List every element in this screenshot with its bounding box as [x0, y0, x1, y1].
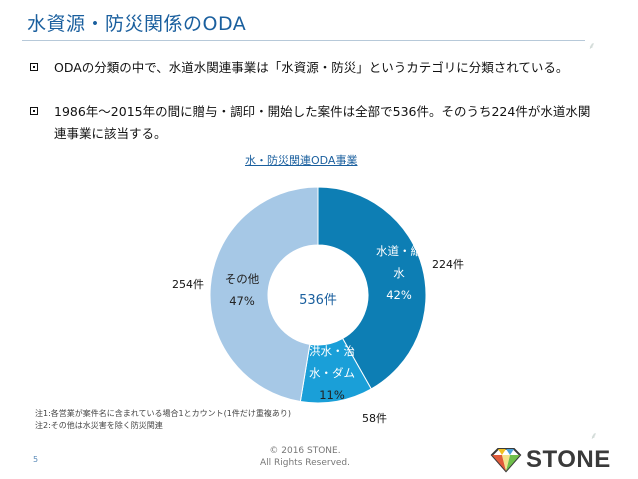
bullet-item: 1986年〜2015年の間に贈与・調印・開始した案件は全部で536件。そのうち2… [30, 101, 600, 145]
slide-title: 水資源・防災関係のODA [27, 13, 247, 35]
checkbox-bullet-icon [30, 63, 38, 71]
checkbox-bullet-icon [30, 107, 38, 115]
slice-count: 224件 [432, 258, 464, 271]
slice-label-line: 水道・給 [376, 244, 422, 258]
footnote: 注1:各営業が案件名に含まれている場合1とカウント(1件だけ重複あり) [35, 409, 291, 418]
copyright-line: All Rights Reserved. [259, 458, 351, 468]
diamond-icon [490, 448, 522, 473]
slice-label-flood-control: 洪水・治 水・ダム [302, 340, 362, 384]
slice-label-line: 洪水・治 [309, 344, 355, 358]
bullet-item: ODAの分類の中で、水道水関連事業は「水資源・防災」というカテゴリに分類されてい… [30, 57, 600, 79]
bullet-text: ODAの分類の中で、水道水関連事業は「水資源・防災」というカテゴリに分類されてい… [54, 60, 569, 75]
page-number: 5 [33, 455, 39, 464]
slice-label-line: 水・ダム [309, 366, 355, 380]
donut-center-total: 536件 [299, 293, 337, 308]
slice-label-other: その他 47% [218, 268, 266, 312]
slice-count: 254件 [172, 278, 204, 291]
bullet-text: 1986年〜2015年の間に贈与・調印・開始した案件は全部で536件。そのうち2… [54, 104, 591, 141]
logo-text: STONE [526, 446, 611, 473]
slice-count: 58件 [362, 412, 387, 425]
sprout-icon: ⸙ [590, 431, 598, 442]
sprout-icon: ⸙ [588, 41, 596, 52]
title-divider [22, 40, 585, 41]
slice-label-line: 水 [393, 266, 405, 280]
slice-percent: 47% [229, 294, 255, 308]
slice-label-line: その他 [224, 272, 260, 286]
donut-hole [268, 245, 368, 345]
copyright: © 2016 STONE. All Rights Reserved. [240, 445, 370, 469]
chart-title: 水・防災関連ODA事業 [245, 154, 358, 167]
slice-percent: 11% [319, 388, 345, 402]
slice-label-water-supply: 水道・給 水 42% [370, 240, 428, 306]
footnote: 注2:その他は水災害を除く防災関連 [35, 421, 163, 430]
copyright-line: © 2016 STONE. [269, 446, 341, 456]
stone-logo: STONE [488, 446, 612, 473]
slice-percent: 42% [386, 288, 412, 302]
